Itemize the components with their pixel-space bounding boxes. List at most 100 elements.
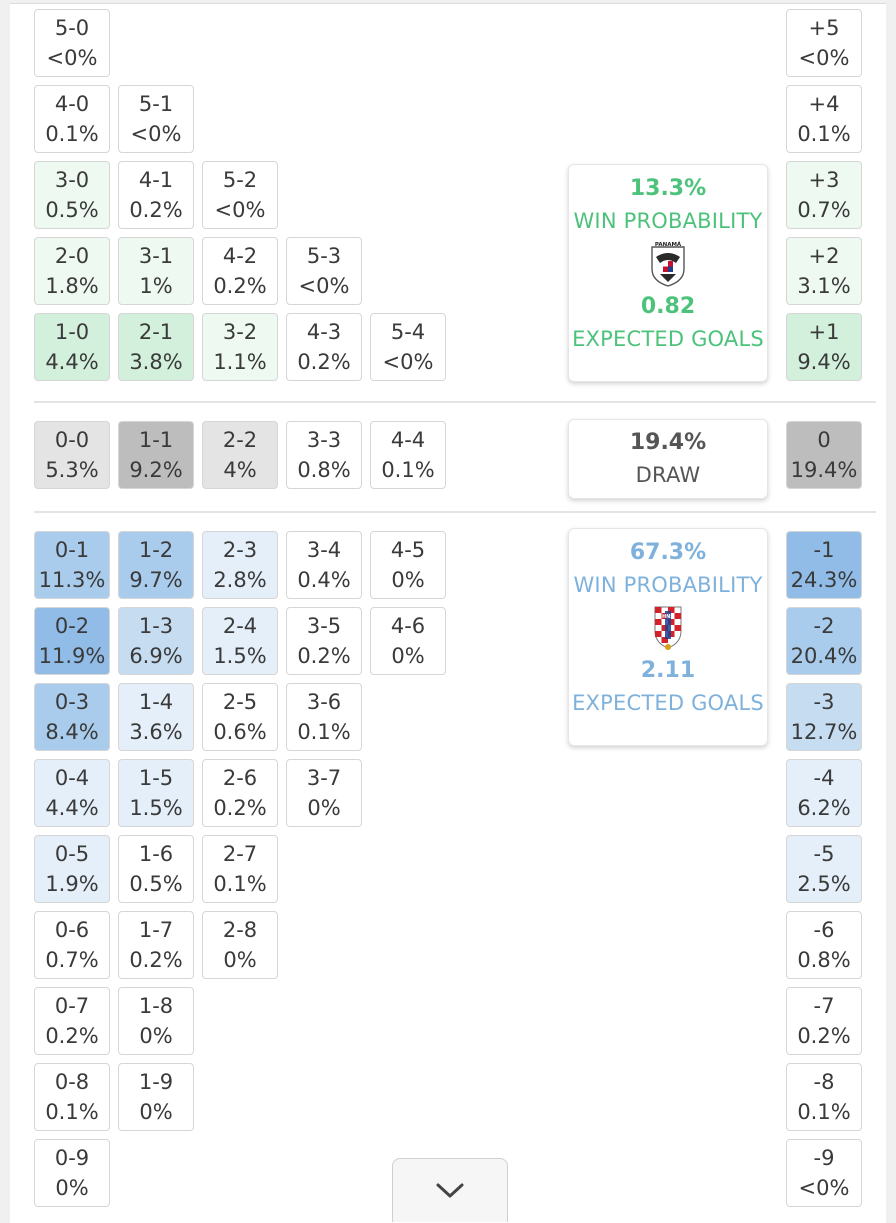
score-cell-probability: 0.1% <box>45 1100 99 1124</box>
margin-cell[interactable]: -3 12.7% <box>786 683 862 751</box>
score-cell[interactable]: 0-5 1.9% <box>34 835 110 903</box>
score-cell-label: 5-2 <box>222 168 258 192</box>
chevron-down-icon <box>436 1183 464 1197</box>
margin-cell[interactable]: +4 0.1% <box>786 85 862 153</box>
score-cell[interactable]: 5-3 <0% <box>286 237 362 305</box>
score-cell-label: 1-9 <box>138 1070 174 1094</box>
expand-button[interactable] <box>392 1158 508 1222</box>
score-cell-label: 3-7 <box>306 766 342 790</box>
margin-cell-probability: 0.1% <box>797 122 851 146</box>
score-cell[interactable]: 0-0 5.3% <box>34 421 110 489</box>
score-cell[interactable]: 1-0 4.4% <box>34 313 110 381</box>
score-cell-label: 1-4 <box>138 690 174 714</box>
score-cell[interactable]: 2-0 1.8% <box>34 237 110 305</box>
margin-cell[interactable]: -7 0.2% <box>786 987 862 1055</box>
margin-cell[interactable]: +1 9.4% <box>786 313 862 381</box>
score-cell-probability: <0% <box>130 122 182 146</box>
score-cell[interactable]: 5-4 <0% <box>370 313 446 381</box>
margin-cell[interactable]: -6 0.8% <box>786 911 862 979</box>
score-cell[interactable]: 3-1 1% <box>118 237 194 305</box>
score-cell[interactable]: 4-2 0.2% <box>202 237 278 305</box>
margin-cell-label: -9 <box>813 1146 835 1170</box>
away-win-label: WIN PROBABILITY <box>573 573 763 597</box>
score-cell[interactable]: 0-3 8.4% <box>34 683 110 751</box>
score-cell[interactable]: 3-6 0.1% <box>286 683 362 751</box>
score-cell[interactable]: 1-2 9.7% <box>118 531 194 599</box>
score-cell[interactable]: 0-8 0.1% <box>34 1063 110 1131</box>
score-cell[interactable]: 0-2 11.9% <box>34 607 110 675</box>
margin-cell[interactable]: 0 19.4% <box>786 421 862 489</box>
score-cell-probability: 4% <box>223 458 257 482</box>
score-cell[interactable]: 4-5 0% <box>370 531 446 599</box>
score-cell-probability: 9.7% <box>129 568 183 592</box>
score-cell[interactable]: 1-4 3.6% <box>118 683 194 751</box>
margin-cell[interactable]: -5 2.5% <box>786 835 862 903</box>
margin-cell[interactable]: -9 <0% <box>786 1139 862 1207</box>
score-cell[interactable]: 1-1 9.2% <box>118 421 194 489</box>
score-cell[interactable]: 0-1 11.3% <box>34 531 110 599</box>
score-cell-probability: 0.2% <box>213 274 267 298</box>
score-cell[interactable]: 3-2 1.1% <box>202 313 278 381</box>
score-cell[interactable]: 2-6 0.2% <box>202 759 278 827</box>
margin-cell-label: +5 <box>808 16 840 40</box>
margin-cell[interactable]: +2 3.1% <box>786 237 862 305</box>
margin-cell[interactable]: -1 24.3% <box>786 531 862 599</box>
margin-cell-label: -2 <box>813 614 835 638</box>
score-cell[interactable]: 1-9 0% <box>118 1063 194 1131</box>
score-cell[interactable]: 5-0 <0% <box>34 9 110 77</box>
score-cell[interactable]: 2-2 4% <box>202 421 278 489</box>
score-cell-label: 1-5 <box>138 766 174 790</box>
score-cell[interactable]: 4-0 0.1% <box>34 85 110 153</box>
score-cell[interactable]: 3-3 0.8% <box>286 421 362 489</box>
draw-away-divider <box>34 511 876 513</box>
score-cell[interactable]: 0-9 0% <box>34 1139 110 1207</box>
score-cell[interactable]: 4-4 0.1% <box>370 421 446 489</box>
margin-cell-label: -7 <box>813 994 835 1018</box>
margin-cell[interactable]: -8 0.1% <box>786 1063 862 1131</box>
score-cell[interactable]: 2-5 0.6% <box>202 683 278 751</box>
score-cell[interactable]: 1-3 6.9% <box>118 607 194 675</box>
score-cell[interactable]: 4-3 0.2% <box>286 313 362 381</box>
score-cell[interactable]: 0-4 4.4% <box>34 759 110 827</box>
score-cell-label: 0-0 <box>54 428 90 452</box>
margin-cell-probability: 12.7% <box>790 720 858 744</box>
score-cell[interactable]: 0-7 0.2% <box>34 987 110 1055</box>
score-cell[interactable]: 5-2 <0% <box>202 161 278 229</box>
score-cell[interactable]: 1-8 0% <box>118 987 194 1055</box>
score-matrix-panel: 5-0 <0% 4-0 0.1% 5-1 <0% 3-0 0.5% 4-1 0.2% 5-2 <0% 2… <box>10 3 886 1223</box>
score-cell-probability: 6.9% <box>129 644 183 668</box>
score-cell-probability: 0.1% <box>213 872 267 896</box>
score-cell[interactable]: 3-5 0.2% <box>286 607 362 675</box>
score-cell-label: 3-1 <box>138 244 174 268</box>
score-cell-label: 1-1 <box>138 428 174 452</box>
margin-cell[interactable]: -4 6.2% <box>786 759 862 827</box>
score-cell-label: 4-5 <box>390 538 426 562</box>
score-cell-probability: 0.8% <box>297 458 351 482</box>
score-cell[interactable]: 4-6 0% <box>370 607 446 675</box>
score-cell[interactable]: 4-1 0.2% <box>118 161 194 229</box>
margin-cell[interactable]: +3 0.7% <box>786 161 862 229</box>
draw-label: DRAW <box>635 463 701 487</box>
score-cell-label: 3-0 <box>54 168 90 192</box>
score-cell[interactable]: 2-3 2.8% <box>202 531 278 599</box>
score-cell[interactable]: 2-8 0% <box>202 911 278 979</box>
score-cell[interactable]: 5-1 <0% <box>118 85 194 153</box>
home-win-probability: 13.3% <box>629 176 707 201</box>
score-cell[interactable]: 2-7 0.1% <box>202 835 278 903</box>
score-cell[interactable]: 2-4 1.5% <box>202 607 278 675</box>
margin-cell[interactable]: +5 <0% <box>786 9 862 77</box>
margin-cell[interactable]: -2 20.4% <box>786 607 862 675</box>
margin-cell-probability: 6.2% <box>797 796 851 820</box>
score-cell[interactable]: 3-7 0% <box>286 759 362 827</box>
score-cell-probability: 0.1% <box>297 720 351 744</box>
away-xg-label: EXPECTED GOALS <box>572 691 764 715</box>
score-cell[interactable]: 1-7 0.2% <box>118 911 194 979</box>
score-cell[interactable]: 1-5 1.5% <box>118 759 194 827</box>
score-cell[interactable]: 2-1 3.8% <box>118 313 194 381</box>
score-cell[interactable]: 1-6 0.5% <box>118 835 194 903</box>
score-cell[interactable]: 3-0 0.5% <box>34 161 110 229</box>
margin-cell-probability: 9.4% <box>797 350 851 374</box>
score-cell-probability: 1.1% <box>213 350 267 374</box>
score-cell[interactable]: 0-6 0.7% <box>34 911 110 979</box>
score-cell[interactable]: 3-4 0.4% <box>286 531 362 599</box>
